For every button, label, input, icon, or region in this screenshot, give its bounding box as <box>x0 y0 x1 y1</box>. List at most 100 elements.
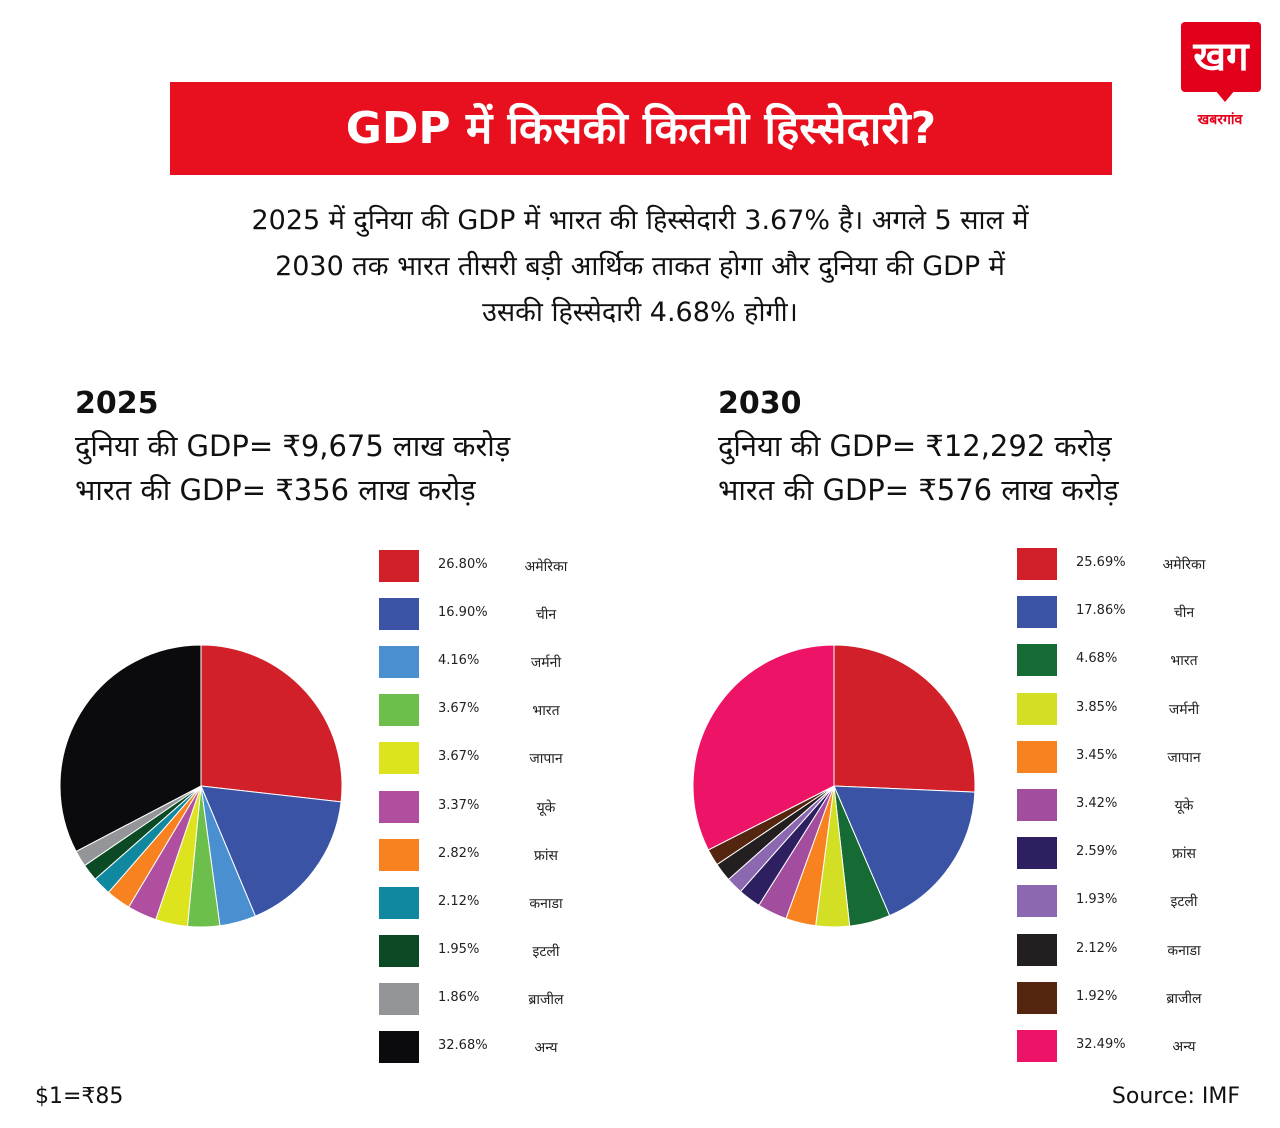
legend-label: यूके <box>536 799 556 816</box>
legend-item: 25.69% अमेरिका <box>1017 548 1277 580</box>
legend-item: 4.16% जर्मनी <box>379 646 639 679</box>
pie-slice-2030-0 <box>833 644 976 793</box>
legend-swatch <box>1017 885 1057 918</box>
legend-item: 1.92% ब्राजील <box>1017 981 1277 1014</box>
legend-item: 3.67% जापान <box>379 742 639 775</box>
legend-value: 3.42% <box>1076 796 1118 811</box>
brand-logo: खग खबरगांव <box>1175 22 1265 132</box>
world-gdp-text: दुनिया की GDP= ₹12,292 करोड़ <box>718 429 1112 463</box>
panel-year: 2030 <box>718 386 802 421</box>
india-gdp-text: भारत की GDP= ₹356 लाख करोड़ <box>75 473 476 507</box>
legend-value: 3.45% <box>1076 747 1118 763</box>
legend-swatch <box>1017 692 1057 725</box>
legend-swatch <box>379 838 419 871</box>
pie-slice-2030-10 <box>692 644 835 851</box>
legend-item: 4.68% भारत <box>1017 644 1277 677</box>
panel-2030-header: 2030 दुनिया की GDP= ₹12,292 करोड़ भारत क… <box>718 384 1278 512</box>
source-note: Source: IMF <box>1111 1084 1240 1109</box>
legend-swatch <box>379 1031 419 1063</box>
legend-value: 4.68% <box>1076 651 1118 667</box>
legend-value: 17.86% <box>1076 603 1126 619</box>
legend-label: अन्य <box>534 1040 558 1056</box>
logo-speech-tail <box>1215 90 1235 102</box>
subtitle-line: 2030 तक भारत तीसरी बड़ी आर्थिक ताकत होगा… <box>275 251 1005 282</box>
legend-item: 2.12% कनाडा <box>1017 933 1277 966</box>
legend-label: भारत <box>532 703 560 720</box>
legend-label: कनाडा <box>1167 942 1201 959</box>
legend-value: 2.12% <box>1076 940 1118 956</box>
legend-label: जर्मनी <box>530 655 562 672</box>
legend-label: जापान <box>1167 749 1201 766</box>
legend-value: 2.12% <box>438 893 480 909</box>
legend-swatch <box>379 982 419 1015</box>
legend-swatch <box>1017 789 1057 821</box>
subtitle-line: उसकी हिस्सेदारी 4.68% होगी। <box>482 297 798 328</box>
legend-swatch <box>1017 644 1057 677</box>
legend-item: 3.67% भारत <box>379 694 639 727</box>
legend-item: 2.12% कनाडा <box>379 886 639 919</box>
pie-slice-2025-10 <box>59 644 202 853</box>
legend-label: इटली <box>532 943 560 960</box>
legend-swatch <box>379 694 419 727</box>
legend-item: 3.37% यूके <box>379 790 639 823</box>
legend-value: 32.49% <box>1076 1037 1126 1052</box>
legend-swatch <box>1017 981 1057 1014</box>
legend-swatch <box>379 550 419 582</box>
pie-slice-2025-1 <box>200 785 342 917</box>
legend-value: 1.93% <box>1076 892 1118 908</box>
legend-swatch <box>1017 596 1057 629</box>
legend-item: 32.68% अन्य <box>379 1031 639 1063</box>
legend-value: 3.67% <box>438 701 480 717</box>
legend-label: अमेरिका <box>1162 557 1206 573</box>
legend-swatch <box>1017 837 1057 870</box>
legend-value: 32.68% <box>438 1038 488 1053</box>
legend-swatch <box>379 646 419 679</box>
legend-item: 2.82% फ्रांस <box>379 838 639 871</box>
legend-item: 2.59% फ्रांस <box>1017 837 1277 870</box>
legend-swatch <box>1017 548 1057 580</box>
legend-label: अन्य <box>1172 1039 1196 1055</box>
legend-item: 3.45% जापान <box>1017 740 1277 773</box>
legend-item: 1.86% ब्राजील <box>379 982 639 1015</box>
legend-item: 1.93% इटली <box>1017 885 1277 918</box>
legend-swatch <box>1017 740 1057 773</box>
india-gdp-text: भारत की GDP= ₹576 लाख करोड़ <box>718 473 1119 507</box>
legend-label: भारत <box>1170 653 1198 670</box>
legend-label: जर्मनी <box>1168 701 1200 718</box>
legend-value: 4.16% <box>438 653 480 669</box>
legend-value: 26.80% <box>438 557 488 572</box>
legend-value: 3.37% <box>438 797 480 813</box>
legend-value: 1.86% <box>438 989 480 1005</box>
pie-chart-2030 <box>692 644 976 928</box>
legend-value: 2.59% <box>1076 844 1118 860</box>
legend-label: इटली <box>1170 894 1198 911</box>
subtitle-line: 2025 में दुनिया की GDP में भारत की हिस्स… <box>251 205 1029 236</box>
pie-slice-2030-1 <box>833 785 976 917</box>
legend-value: 3.85% <box>1076 699 1118 715</box>
legend-swatch <box>1017 933 1057 966</box>
legend-label: अमेरिका <box>524 559 568 575</box>
legend-label: चीन <box>535 607 557 624</box>
exchange-rate-note: $1=₹85 <box>35 1084 124 1109</box>
legend-label: फ्रांस <box>534 847 558 864</box>
legend-label: जापान <box>529 751 563 768</box>
legend-value: 2.82% <box>438 845 480 861</box>
legend-swatch <box>379 934 419 967</box>
panel-year: 2025 <box>75 386 159 421</box>
legend-swatch <box>1017 1030 1057 1062</box>
panel-2025-header: 2025 दुनिया की GDP= ₹9,675 लाख करोड़ भार… <box>75 384 635 512</box>
legend-label: कनाडा <box>529 895 563 912</box>
legend-label: ब्राजील <box>1166 990 1202 1007</box>
legend-label: चीन <box>1173 605 1195 622</box>
legend-value: 16.90% <box>438 605 488 621</box>
legend-item: 3.85% जर्मनी <box>1017 692 1277 725</box>
page-title: GDP में किसकी कितनी हिस्सेदारी? <box>170 82 1112 175</box>
legend-value: 3.67% <box>438 749 480 765</box>
legend-item: 1.95% इटली <box>379 934 639 967</box>
legend-swatch <box>379 790 419 823</box>
legend-label: ब्राजील <box>528 991 564 1008</box>
legend-swatch <box>379 742 419 775</box>
legend-item: 26.80% अमेरिका <box>379 550 639 582</box>
legend-value: 1.92% <box>1076 988 1118 1004</box>
legend-label: फ्रांस <box>1172 846 1196 863</box>
